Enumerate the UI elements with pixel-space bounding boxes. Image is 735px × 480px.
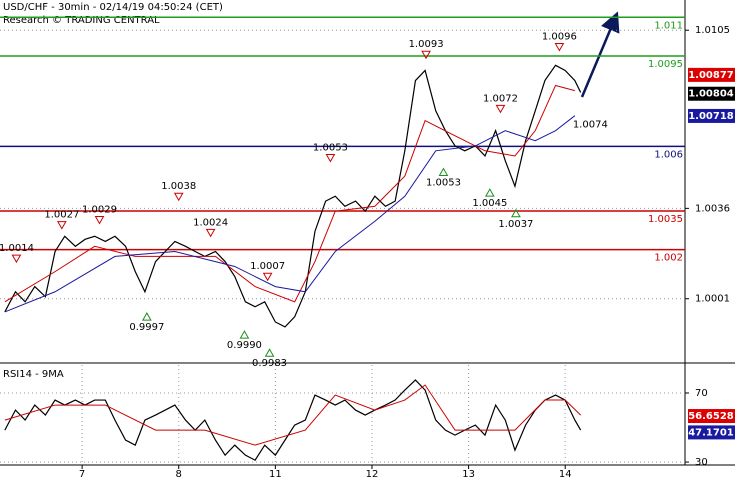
annotation-label: 1.0093 xyxy=(409,39,444,50)
y-tick-label: 1.0105 xyxy=(695,25,730,36)
x-tick-label: 14 xyxy=(559,469,572,480)
annotation-label: 1.0074 xyxy=(573,119,608,130)
price-box-label: 56.6528 xyxy=(688,411,734,422)
x-tick-label: 12 xyxy=(366,469,379,480)
x-tick-label: 11 xyxy=(269,469,282,480)
y-tick-label: 70 xyxy=(695,388,708,399)
annotation-label: 0.9997 xyxy=(129,322,164,333)
high-marker xyxy=(495,104,506,114)
annotation-label: 1.0038 xyxy=(161,181,196,192)
annotation-label: 1.0053 xyxy=(313,142,348,153)
annotation-label: 0.9990 xyxy=(227,340,262,351)
price-box xyxy=(688,86,735,101)
price-box xyxy=(688,108,735,123)
high-marker xyxy=(56,221,67,230)
chart-title: USD/CHF - 30min - 02/14/19 04:50:24 (CET… xyxy=(3,2,223,13)
annotation-label: 1.0024 xyxy=(193,217,228,228)
level-label: 1.0095 xyxy=(648,59,683,70)
high-marker xyxy=(94,215,105,225)
low-marker xyxy=(141,312,152,321)
series-line xyxy=(4,115,576,313)
price-box xyxy=(688,425,735,440)
series-line xyxy=(4,384,582,446)
price-box xyxy=(688,67,735,82)
series-line xyxy=(4,84,575,303)
level-label: 1.011 xyxy=(654,20,683,31)
level-label: 1.002 xyxy=(654,253,683,264)
series-line xyxy=(4,64,582,328)
high-marker xyxy=(262,272,273,282)
annotation-label: 1.0027 xyxy=(44,210,79,221)
annotation-label: 1.0072 xyxy=(483,93,518,104)
price-box-label: 1.00804 xyxy=(688,89,734,100)
chart-subtitle: Research © TRADING CENTRAL xyxy=(3,15,160,26)
y-tick-label: 1.0001 xyxy=(695,294,730,305)
annotation-label: 1.0007 xyxy=(250,261,285,272)
price-box-label: 47.1701 xyxy=(688,427,734,438)
low-marker xyxy=(438,167,449,176)
plot-bg xyxy=(0,0,685,465)
high-marker xyxy=(325,153,336,163)
low-marker xyxy=(484,188,495,197)
annotation-label: 1.0029 xyxy=(82,204,117,215)
price-box-label: 1.00877 xyxy=(688,70,734,81)
price-box xyxy=(688,409,735,424)
high-marker xyxy=(11,254,22,264)
annotation-label: 1.0053 xyxy=(426,177,461,188)
level-label: 1.006 xyxy=(654,149,683,160)
high-marker xyxy=(173,192,184,202)
low-marker xyxy=(511,208,521,218)
level-label: 1.0035 xyxy=(648,214,683,225)
high-marker xyxy=(421,50,431,60)
rsi-title: RSI14 - 9MA xyxy=(3,369,64,380)
x-tick-label: 13 xyxy=(462,469,475,480)
annotation-label: 1.0037 xyxy=(498,219,533,230)
annotation-label: 1.0045 xyxy=(472,198,507,209)
low-marker xyxy=(239,330,250,339)
high-marker xyxy=(554,42,565,52)
y-tick-label: 30 xyxy=(695,457,708,468)
y-tick-label: 1.0036 xyxy=(695,203,730,214)
x-tick-label: 8 xyxy=(176,469,182,480)
high-marker xyxy=(205,228,216,238)
low-marker xyxy=(264,348,275,357)
annotation-label: 1.0014 xyxy=(0,243,34,254)
annotation-label: 0.9983 xyxy=(252,358,287,369)
series-line xyxy=(4,379,582,461)
annotation-label: 1.0096 xyxy=(542,31,577,42)
x-tick-label: 7 xyxy=(79,469,85,480)
price-box-label: 1.00718 xyxy=(688,111,734,122)
